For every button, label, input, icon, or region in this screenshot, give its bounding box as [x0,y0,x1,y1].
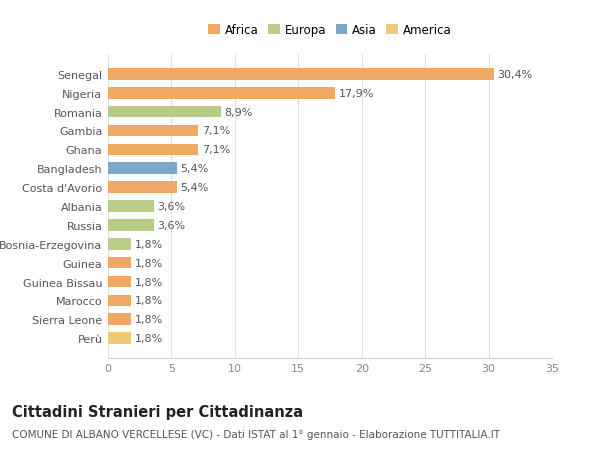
Text: 1,8%: 1,8% [134,333,163,343]
Text: 3,6%: 3,6% [157,202,185,212]
Text: 1,8%: 1,8% [134,314,163,325]
Bar [108,201,154,213]
Text: COMUNE DI ALBANO VERCELLESE (VC) - Dati ISTAT al 1° gennaio - Elaborazione TUTTI: COMUNE DI ALBANO VERCELLESE (VC) - Dati … [12,429,500,439]
Text: 8,9%: 8,9% [225,107,253,118]
Text: 7,1%: 7,1% [202,145,230,155]
Bar [108,314,131,325]
Text: 17,9%: 17,9% [339,89,374,99]
Text: 1,8%: 1,8% [134,296,163,306]
Text: Cittadini Stranieri per Cittadinanza: Cittadini Stranieri per Cittadinanza [12,404,303,419]
Text: 3,6%: 3,6% [157,220,185,230]
Bar [108,295,131,307]
Bar [108,69,494,80]
Bar [108,88,335,99]
Text: 1,8%: 1,8% [134,239,163,249]
Bar [108,106,221,118]
Text: 1,8%: 1,8% [134,277,163,287]
Text: 30,4%: 30,4% [497,70,533,80]
Text: 7,1%: 7,1% [202,126,230,136]
Bar [108,144,198,156]
Text: 5,4%: 5,4% [181,183,209,193]
Bar [108,238,131,250]
Bar [108,182,176,194]
Bar [108,276,131,288]
Bar [108,257,131,269]
Text: 5,4%: 5,4% [181,164,209,174]
Bar [108,219,154,231]
Legend: Africa, Europa, Asia, America: Africa, Europa, Asia, America [206,22,454,39]
Bar [108,163,176,175]
Bar [108,125,198,137]
Bar [108,333,131,344]
Text: 1,8%: 1,8% [134,258,163,268]
